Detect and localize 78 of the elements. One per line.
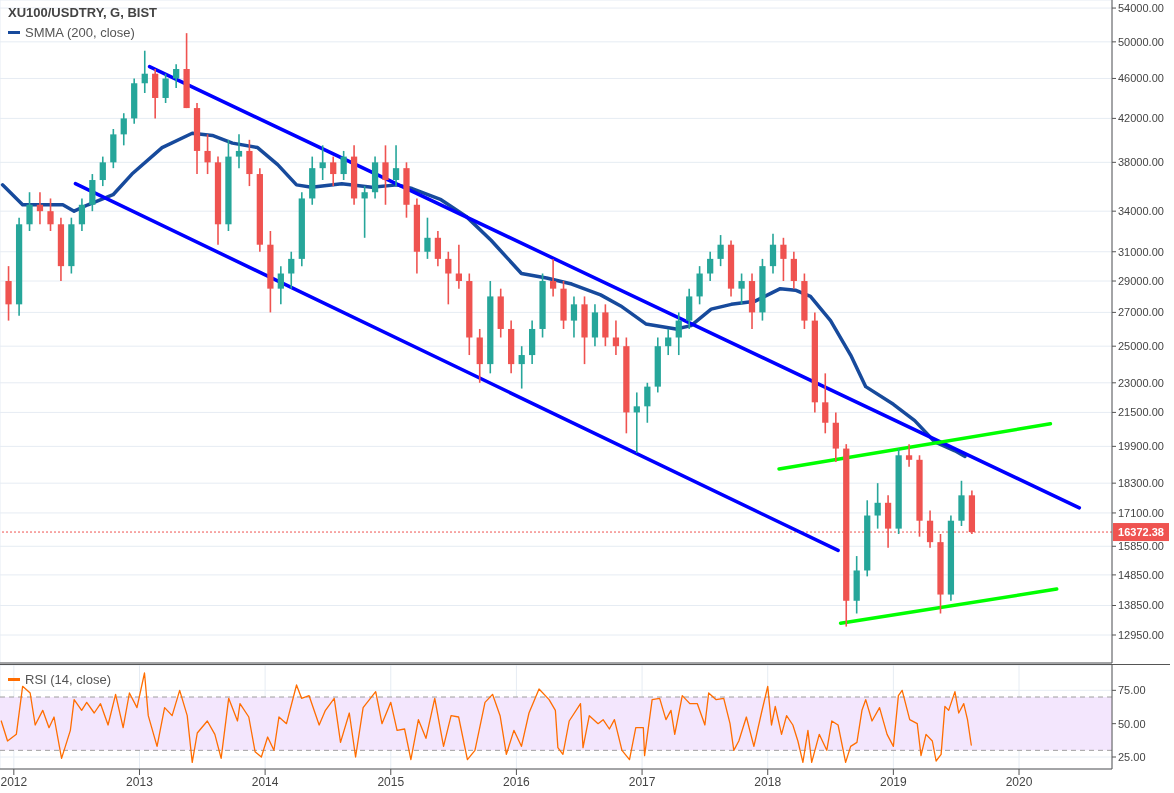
- x-tick-label: 2020: [1005, 774, 1033, 789]
- candlestick: [162, 72, 169, 104]
- y-tick-label: 34000.00: [1118, 205, 1164, 218]
- candlestick: [675, 311, 682, 356]
- legend-label: RSI (14, close): [25, 671, 111, 688]
- y-tick-label: 27000.00: [1118, 306, 1164, 319]
- candlestick: [905, 443, 913, 468]
- candlestick: [330, 155, 337, 187]
- candlestick: [549, 258, 557, 298]
- candlestick: [36, 191, 44, 226]
- legend-label: SMMA (200, close): [25, 24, 135, 41]
- candlestick: [246, 139, 253, 187]
- y-tick-label: 25000.00: [1118, 340, 1164, 353]
- candlestick: [874, 482, 881, 530]
- candlestick: [769, 232, 777, 275]
- y-tick-label: 38000.00: [1118, 156, 1164, 169]
- candlestick: [738, 272, 745, 306]
- y-tick-label: 14850.00: [1118, 568, 1164, 581]
- y-tick-label: 19900.00: [1118, 440, 1164, 453]
- candlestick: [445, 250, 452, 306]
- candlestick: [120, 112, 127, 147]
- candlestick: [204, 133, 211, 175]
- candlestick: [665, 328, 672, 356]
- candlestick: [99, 155, 106, 187]
- candlestick: [340, 150, 347, 181]
- candlestick: [47, 197, 54, 232]
- x-tick-label: 2015: [377, 774, 405, 789]
- candlestick: [392, 144, 400, 187]
- y-tick-label: 23000.00: [1118, 376, 1164, 389]
- x-tick-label: 2012: [0, 774, 28, 789]
- candlestick: [780, 237, 787, 282]
- y-tick-label: 25.00: [1118, 750, 1146, 763]
- candlestick: [644, 382, 651, 424]
- y-tick-label: 46000.00: [1118, 72, 1164, 85]
- candlestick: [717, 234, 724, 267]
- x-tick-label: 2017: [628, 774, 656, 789]
- candlestick: [790, 250, 797, 290]
- candlestick: [5, 265, 12, 322]
- x-tick-label: 2014: [251, 774, 279, 789]
- y-tick-label: 17100.00: [1118, 506, 1164, 519]
- candlestick: [141, 49, 148, 94]
- candlestick: [382, 144, 389, 206]
- candlestick: [78, 197, 86, 232]
- y-tick-label: 18300.00: [1118, 477, 1164, 490]
- line-series: [0, 672, 972, 763]
- candlestick: [696, 265, 703, 306]
- candlestick: [173, 63, 180, 89]
- y-tick-label: 15850.00: [1118, 540, 1164, 553]
- y-tick-label: 12950.00: [1118, 628, 1164, 641]
- y-tick-label: 29000.00: [1118, 274, 1164, 287]
- y-tick-label: 31000.00: [1118, 245, 1164, 258]
- candlestick: [26, 191, 33, 232]
- candlestick: [424, 216, 431, 260]
- x-tick-label: 2013: [126, 774, 154, 789]
- x-tick-label: 2018: [754, 774, 782, 789]
- x-tick-label: 2019: [880, 774, 908, 789]
- candlestick: [319, 144, 326, 181]
- y-tick-label: 50000.00: [1118, 35, 1164, 48]
- candlestick: [570, 295, 578, 339]
- candlestick: [235, 133, 243, 169]
- candlestick: [288, 250, 295, 290]
- candlestick: [633, 391, 640, 454]
- candlestick: [707, 250, 714, 282]
- y-tick-label: 21500.00: [1118, 406, 1164, 419]
- candlestick: [822, 372, 829, 435]
- candlestick: [277, 265, 284, 306]
- ref-line-label: 16372.38: [1118, 526, 1164, 539]
- y-tick-label: 50.00: [1118, 717, 1146, 730]
- candlestick: [361, 185, 368, 239]
- y-tick-label: 42000.00: [1118, 112, 1164, 125]
- chart-title: XU100/USDTRY, G, BIST: [8, 5, 158, 20]
- y-tick-label: 75.00: [1118, 684, 1146, 697]
- candlestick: [518, 345, 525, 390]
- y-tick-label: 54000.00: [1118, 1, 1164, 14]
- candlestick: [612, 319, 620, 356]
- x-tick-label: 2016: [503, 774, 531, 789]
- y-tick-label: 13850.00: [1118, 599, 1164, 612]
- candlestick: [434, 230, 442, 267]
